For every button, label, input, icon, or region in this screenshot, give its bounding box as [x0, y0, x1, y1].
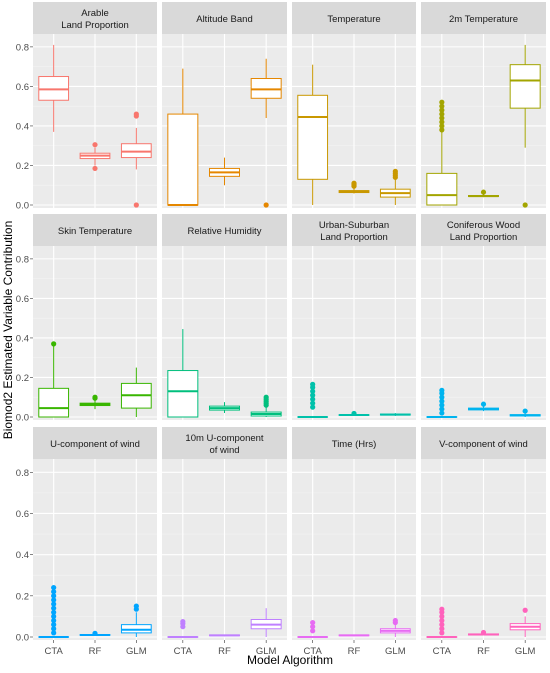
box-iqr [168, 114, 198, 205]
facet-title: Urban-Suburban [319, 220, 389, 231]
box-outlier-point [134, 604, 139, 609]
box-outlier-point [264, 202, 269, 207]
x-tick-label: GLM [385, 646, 406, 657]
box-outlier-point [92, 395, 97, 400]
facet-title: V-component of wind [439, 439, 528, 450]
facet-panel: V-component of wind CTA RF GLM [421, 427, 546, 657]
facet-panel: Temperature [292, 2, 416, 208]
box-iqr [298, 95, 328, 179]
y-tick-label: 0.8 [16, 468, 29, 479]
y-tick-label: 0.4 [16, 333, 29, 344]
box-outlier-point [92, 142, 97, 147]
y-tick-label: 0.2 [16, 591, 29, 602]
facet-title: Land Proportion [450, 232, 518, 243]
facet-panel: Relative Humidity [162, 214, 287, 420]
x-tick-label: RF [348, 646, 361, 657]
facet-title: Time (Hrs) [332, 439, 377, 450]
facet-title: Altitude Band [196, 14, 253, 25]
x-tick-label: CTA [174, 646, 193, 657]
facet-title: Land Proportion [61, 20, 129, 31]
box-outlier-point [134, 111, 139, 116]
box-outlier-point [92, 166, 97, 171]
box-iqr [168, 371, 198, 417]
box-iqr [121, 625, 151, 633]
facet-title: of wind [209, 445, 239, 456]
x-tick-label: GLM [515, 646, 536, 657]
box-outlier-point [439, 607, 444, 612]
facet-title: Skin Temperature [58, 226, 132, 237]
box-outlier-point [523, 408, 528, 413]
box-outlier-point [439, 100, 444, 105]
x-tick-label: CTA [45, 646, 64, 657]
y-tick-label: 0.2 [16, 161, 29, 172]
box-outlier-point [264, 395, 269, 400]
box-iqr [427, 173, 457, 205]
facet-title: 2m Temperature [449, 14, 518, 25]
box-outlier-point [481, 402, 486, 407]
box-outlier-point [51, 585, 56, 590]
x-tick-label: GLM [126, 646, 147, 657]
facet-panel: 2m Temperature [421, 2, 546, 208]
facet-title: Land Proportion [320, 232, 388, 243]
box-outlier-point [310, 620, 315, 625]
box-outlier-point [351, 411, 356, 416]
box-iqr [510, 65, 540, 108]
facet-title: Arable [81, 8, 108, 19]
facet-title: Coniferous Wood [447, 220, 520, 231]
box-outlier-point [481, 630, 486, 635]
box-outlier-point [481, 190, 486, 195]
x-tick-label: RF [218, 646, 231, 657]
x-tick-label: RF [89, 646, 102, 657]
y-tick-label: 0.8 [16, 254, 29, 265]
y-tick-label: 0.0 [16, 633, 29, 644]
box-outlier-point [134, 202, 139, 207]
facet-panel: Skin Temperature 0.0 0.2 0.4 0.6 0.8 [16, 214, 157, 424]
y-tick-label: 0.2 [16, 373, 29, 384]
box-outlier-point [351, 181, 356, 186]
box-outlier-point [523, 202, 528, 207]
box-outlier-point [393, 169, 398, 174]
facet-title: Relative Humidity [188, 226, 262, 237]
box-outlier-point [92, 631, 97, 636]
box-outlier-point [523, 608, 528, 613]
box-outlier-point [393, 618, 398, 623]
box-outlier-point [439, 388, 444, 393]
box-outlier-point [310, 382, 315, 387]
facet-panel: Altitude Band [162, 2, 287, 208]
y-tick-label: 0.6 [16, 82, 29, 93]
y-axis-title: Biomod2 Estimated Variable Contribution [1, 221, 15, 440]
x-axis-title: Model Algorithm [247, 653, 333, 667]
box-iqr [39, 388, 69, 417]
y-tick-label: 0.6 [16, 509, 29, 520]
y-tick-label: 0.0 [16, 201, 29, 212]
x-tick-label: RF [477, 646, 490, 657]
facet-panel: U-component of wind 0.0 0.2 0.4 0.6 0.8 CTA RF G… [16, 427, 157, 657]
facet-title: U-component of wind [50, 439, 140, 450]
y-tick-label: 0.6 [16, 294, 29, 305]
box-outlier-point [180, 619, 185, 624]
facet-title: 10m U-component [185, 433, 264, 444]
x-tick-label: CTA [433, 646, 452, 657]
box-outlier-point [51, 341, 56, 346]
y-tick-label: 0.4 [16, 121, 29, 132]
y-tick-label: 0.8 [16, 42, 29, 53]
y-tick-label: 0.0 [16, 413, 29, 424]
facet-title: Temperature [327, 14, 380, 25]
y-tick-label: 0.4 [16, 550, 29, 561]
